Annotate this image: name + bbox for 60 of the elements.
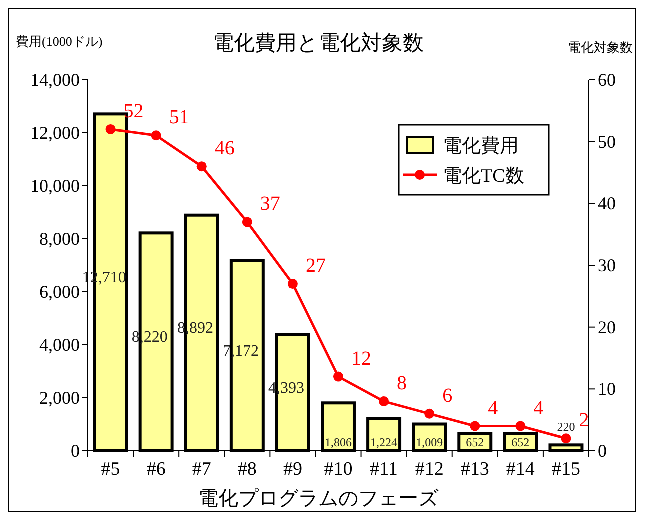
data-label: 6	[442, 384, 453, 407]
legend-label: 電化費用	[443, 136, 519, 157]
x-tick-label: #6	[146, 459, 166, 480]
y2-tick-label: 10	[598, 379, 616, 400]
y-tick-label: 12,000	[30, 123, 80, 143]
data-label: 652	[466, 436, 484, 450]
y-tick-label: 10,000	[30, 176, 80, 196]
data-label: 8	[397, 372, 408, 395]
data-label: 52	[124, 100, 144, 122]
x-tick-label: #10	[324, 459, 353, 480]
x-tick-label: #13	[460, 459, 490, 480]
x-tick-label: #5	[101, 459, 120, 480]
data-label: 652	[512, 436, 530, 450]
y-tick-label: 2,000	[40, 388, 80, 408]
point	[288, 279, 298, 290]
y2-axis-title: 電化対象数	[568, 40, 633, 55]
y2-tick-label: 30	[598, 256, 616, 276]
data-label: 27	[306, 255, 326, 278]
point	[334, 372, 344, 382]
data-label: 37	[260, 193, 280, 216]
data-label: 2	[579, 410, 590, 432]
y-tick-label: 4,000	[40, 335, 80, 355]
x-tick-label: #12	[415, 459, 444, 480]
data-label: 1,806	[325, 436, 352, 450]
y-tick-label: 8,000	[40, 229, 80, 249]
point	[379, 396, 390, 407]
point	[196, 162, 207, 172]
y2-tick-label: 0	[598, 441, 607, 461]
y-tick-label: 14,000	[30, 70, 80, 90]
data-label: 1,009	[416, 436, 444, 450]
point	[561, 434, 572, 444]
y2-tick-label: 50	[598, 132, 616, 152]
point	[106, 124, 116, 134]
x-tick-label: #8	[238, 459, 257, 480]
y-tick-label: 0	[71, 441, 80, 461]
x-tick-label: #11	[370, 459, 398, 480]
y-tick-label: 6,000	[40, 282, 80, 302]
x-tick-label: #7	[192, 459, 212, 480]
data-label: 220	[557, 420, 576, 434]
y2-tick-label: 40	[598, 194, 616, 214]
legend-label: 電化TC数	[443, 166, 524, 187]
x-tick-label: #15	[552, 459, 580, 480]
data-label: 1,224	[370, 436, 398, 450]
y2-tick-label: 60	[598, 70, 616, 90]
point	[470, 421, 480, 432]
point	[242, 217, 252, 228]
data-label: 46	[214, 138, 235, 160]
point	[151, 130, 162, 141]
x-axis-title: 電化プログラムのフェーズ	[198, 488, 440, 510]
x-tick-label: #14	[506, 459, 536, 480]
data-label: 4	[488, 397, 498, 420]
y-axis-title: 費用(1000ドル)	[16, 34, 103, 49]
point	[516, 421, 526, 432]
data-label: 4	[534, 397, 544, 420]
y2-tick-label: 20	[598, 317, 616, 338]
data-label: 51	[169, 106, 190, 129]
data-label: 12	[352, 348, 372, 370]
chart-title: 電化費用と電化対象数	[213, 31, 424, 55]
x-tick-label: #9	[283, 459, 302, 480]
point	[424, 408, 435, 419]
